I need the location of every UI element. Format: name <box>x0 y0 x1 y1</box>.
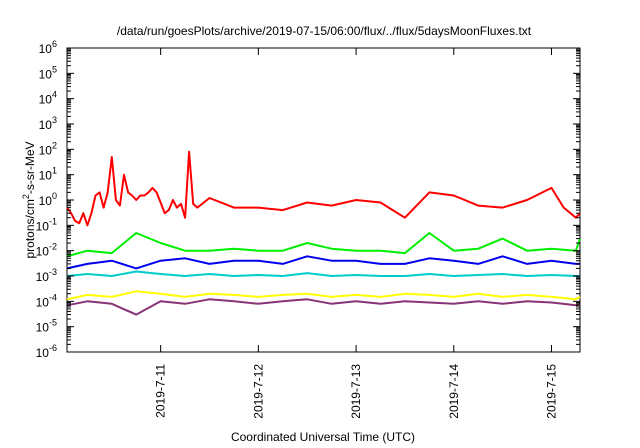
y-tick-label: 104 <box>39 90 57 107</box>
y-tick-label: 10-5 <box>36 318 57 335</box>
y-axis-label-suffix: -s-sr-MeV <box>23 141 37 194</box>
y-tick-label: 10-2 <box>36 242 57 259</box>
x-tick-label: 2019-7-11 <box>154 364 168 418</box>
x-tick-label: 2019-7-15 <box>545 364 559 419</box>
x-tick-label: 2019-7-14 <box>447 364 461 419</box>
y-axis-label-prefix: protons/cm <box>23 199 37 258</box>
x-axis-label: Coordinated Universal Time (UTC) <box>231 430 415 444</box>
series-line-5 <box>66 290 581 301</box>
y-axis-label: protons/cm2-s-sr-MeV <box>21 141 37 258</box>
series-layer <box>66 150 581 316</box>
series-line-2 <box>66 232 581 258</box>
y-tick-label: 10-1 <box>36 216 57 233</box>
series-line-4 <box>66 270 580 277</box>
plot-area: 10-6 10-5 10-4 10-3 10-2 10-1 100 101 102 103 104 1… <box>36 39 581 419</box>
y-tick-label: 10-6 <box>36 343 57 360</box>
y-tick-label: 103 <box>39 115 57 132</box>
series-line-1 <box>66 150 581 227</box>
y-tick-label: 10-3 <box>36 267 57 284</box>
y-axis: 10-6 10-5 10-4 10-3 10-2 10-1 100 101 102 103 104 1… <box>36 39 580 360</box>
x-axis: 2019-7-11 2019-7-12 2019-7-13 2019-7-14 2019… <box>154 48 559 419</box>
series-line-6 <box>66 298 581 316</box>
y-axis-label-sup: 2 <box>21 194 31 199</box>
y-tick-label: 101 <box>39 166 57 183</box>
x-tick-label: 2019-7-12 <box>251 364 265 419</box>
chart-title: /data/run/goesPlots/archive/2019-07-15/0… <box>117 24 532 38</box>
y-tick-label: 105 <box>39 64 57 81</box>
y-tick-label: 106 <box>39 39 57 56</box>
series-line-3 <box>66 255 580 270</box>
y-tick-label: 10-4 <box>36 292 57 309</box>
y-tick-label: 100 <box>39 191 57 208</box>
plot-frame <box>66 47 581 353</box>
x-tick-label: 2019-7-13 <box>349 364 363 419</box>
y-tick-label: 102 <box>39 140 57 157</box>
